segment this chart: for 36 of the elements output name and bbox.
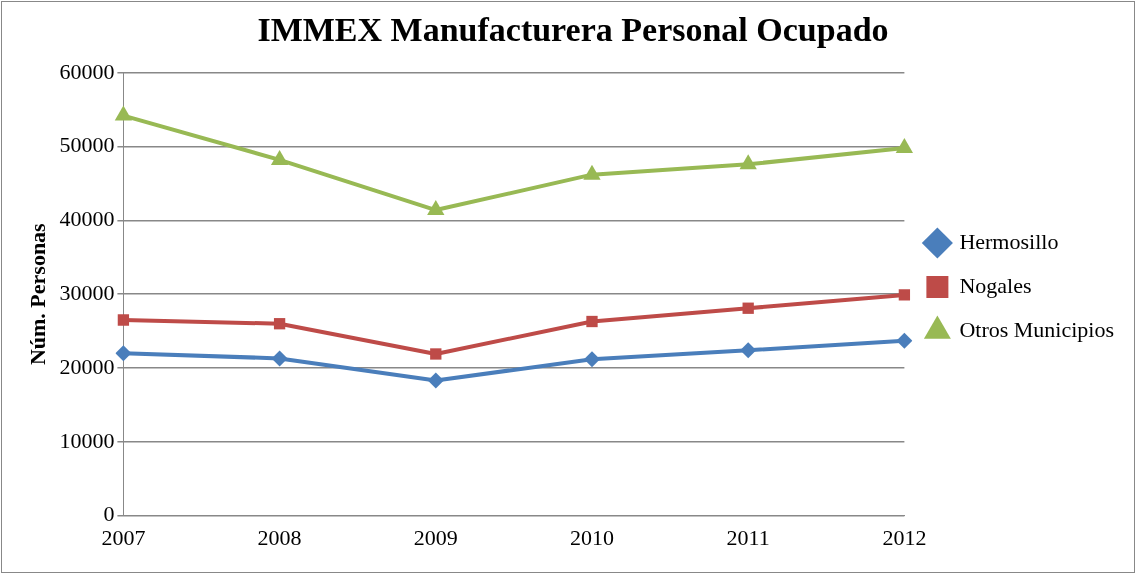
x-tick-label: 2007 bbox=[101, 524, 146, 550]
point bbox=[583, 351, 600, 368]
y-tick-label: 0 bbox=[103, 501, 115, 527]
y-tick-label: 60000 bbox=[59, 58, 115, 84]
y-tick-label: 50000 bbox=[59, 132, 115, 158]
point bbox=[115, 345, 132, 362]
point bbox=[117, 314, 130, 326]
y-axis-title: Núm. Personas bbox=[24, 222, 50, 366]
x-tick-label: 2012 bbox=[882, 524, 927, 550]
point bbox=[271, 350, 288, 367]
point bbox=[583, 164, 601, 180]
point bbox=[427, 372, 444, 389]
legend-label: Hermosillo bbox=[959, 228, 1059, 254]
chart-title: IMMEX Manufacturera Personal Ocupado bbox=[257, 11, 889, 49]
point bbox=[742, 302, 754, 314]
x-tick-label: 2011 bbox=[726, 524, 770, 550]
point bbox=[586, 315, 598, 328]
x-tick-label: 2010 bbox=[569, 524, 614, 550]
point bbox=[427, 200, 445, 216]
x-tick-label: 2009 bbox=[413, 524, 458, 550]
y-tick-label: 40000 bbox=[59, 206, 115, 232]
y-tick-label: 10000 bbox=[59, 427, 115, 453]
point bbox=[270, 149, 289, 165]
point bbox=[896, 332, 913, 349]
legend-label: Nogales bbox=[959, 272, 1032, 298]
legend-label: Otros Municipios bbox=[959, 316, 1115, 342]
point bbox=[273, 318, 286, 330]
y-tick-label: 30000 bbox=[59, 279, 115, 305]
y-tick-label: 20000 bbox=[59, 353, 115, 379]
point bbox=[898, 289, 911, 301]
point bbox=[739, 154, 757, 170]
point bbox=[114, 105, 133, 121]
x-tick-label: 2008 bbox=[257, 524, 302, 550]
point bbox=[895, 138, 914, 154]
point bbox=[430, 348, 442, 360]
point bbox=[740, 342, 757, 359]
